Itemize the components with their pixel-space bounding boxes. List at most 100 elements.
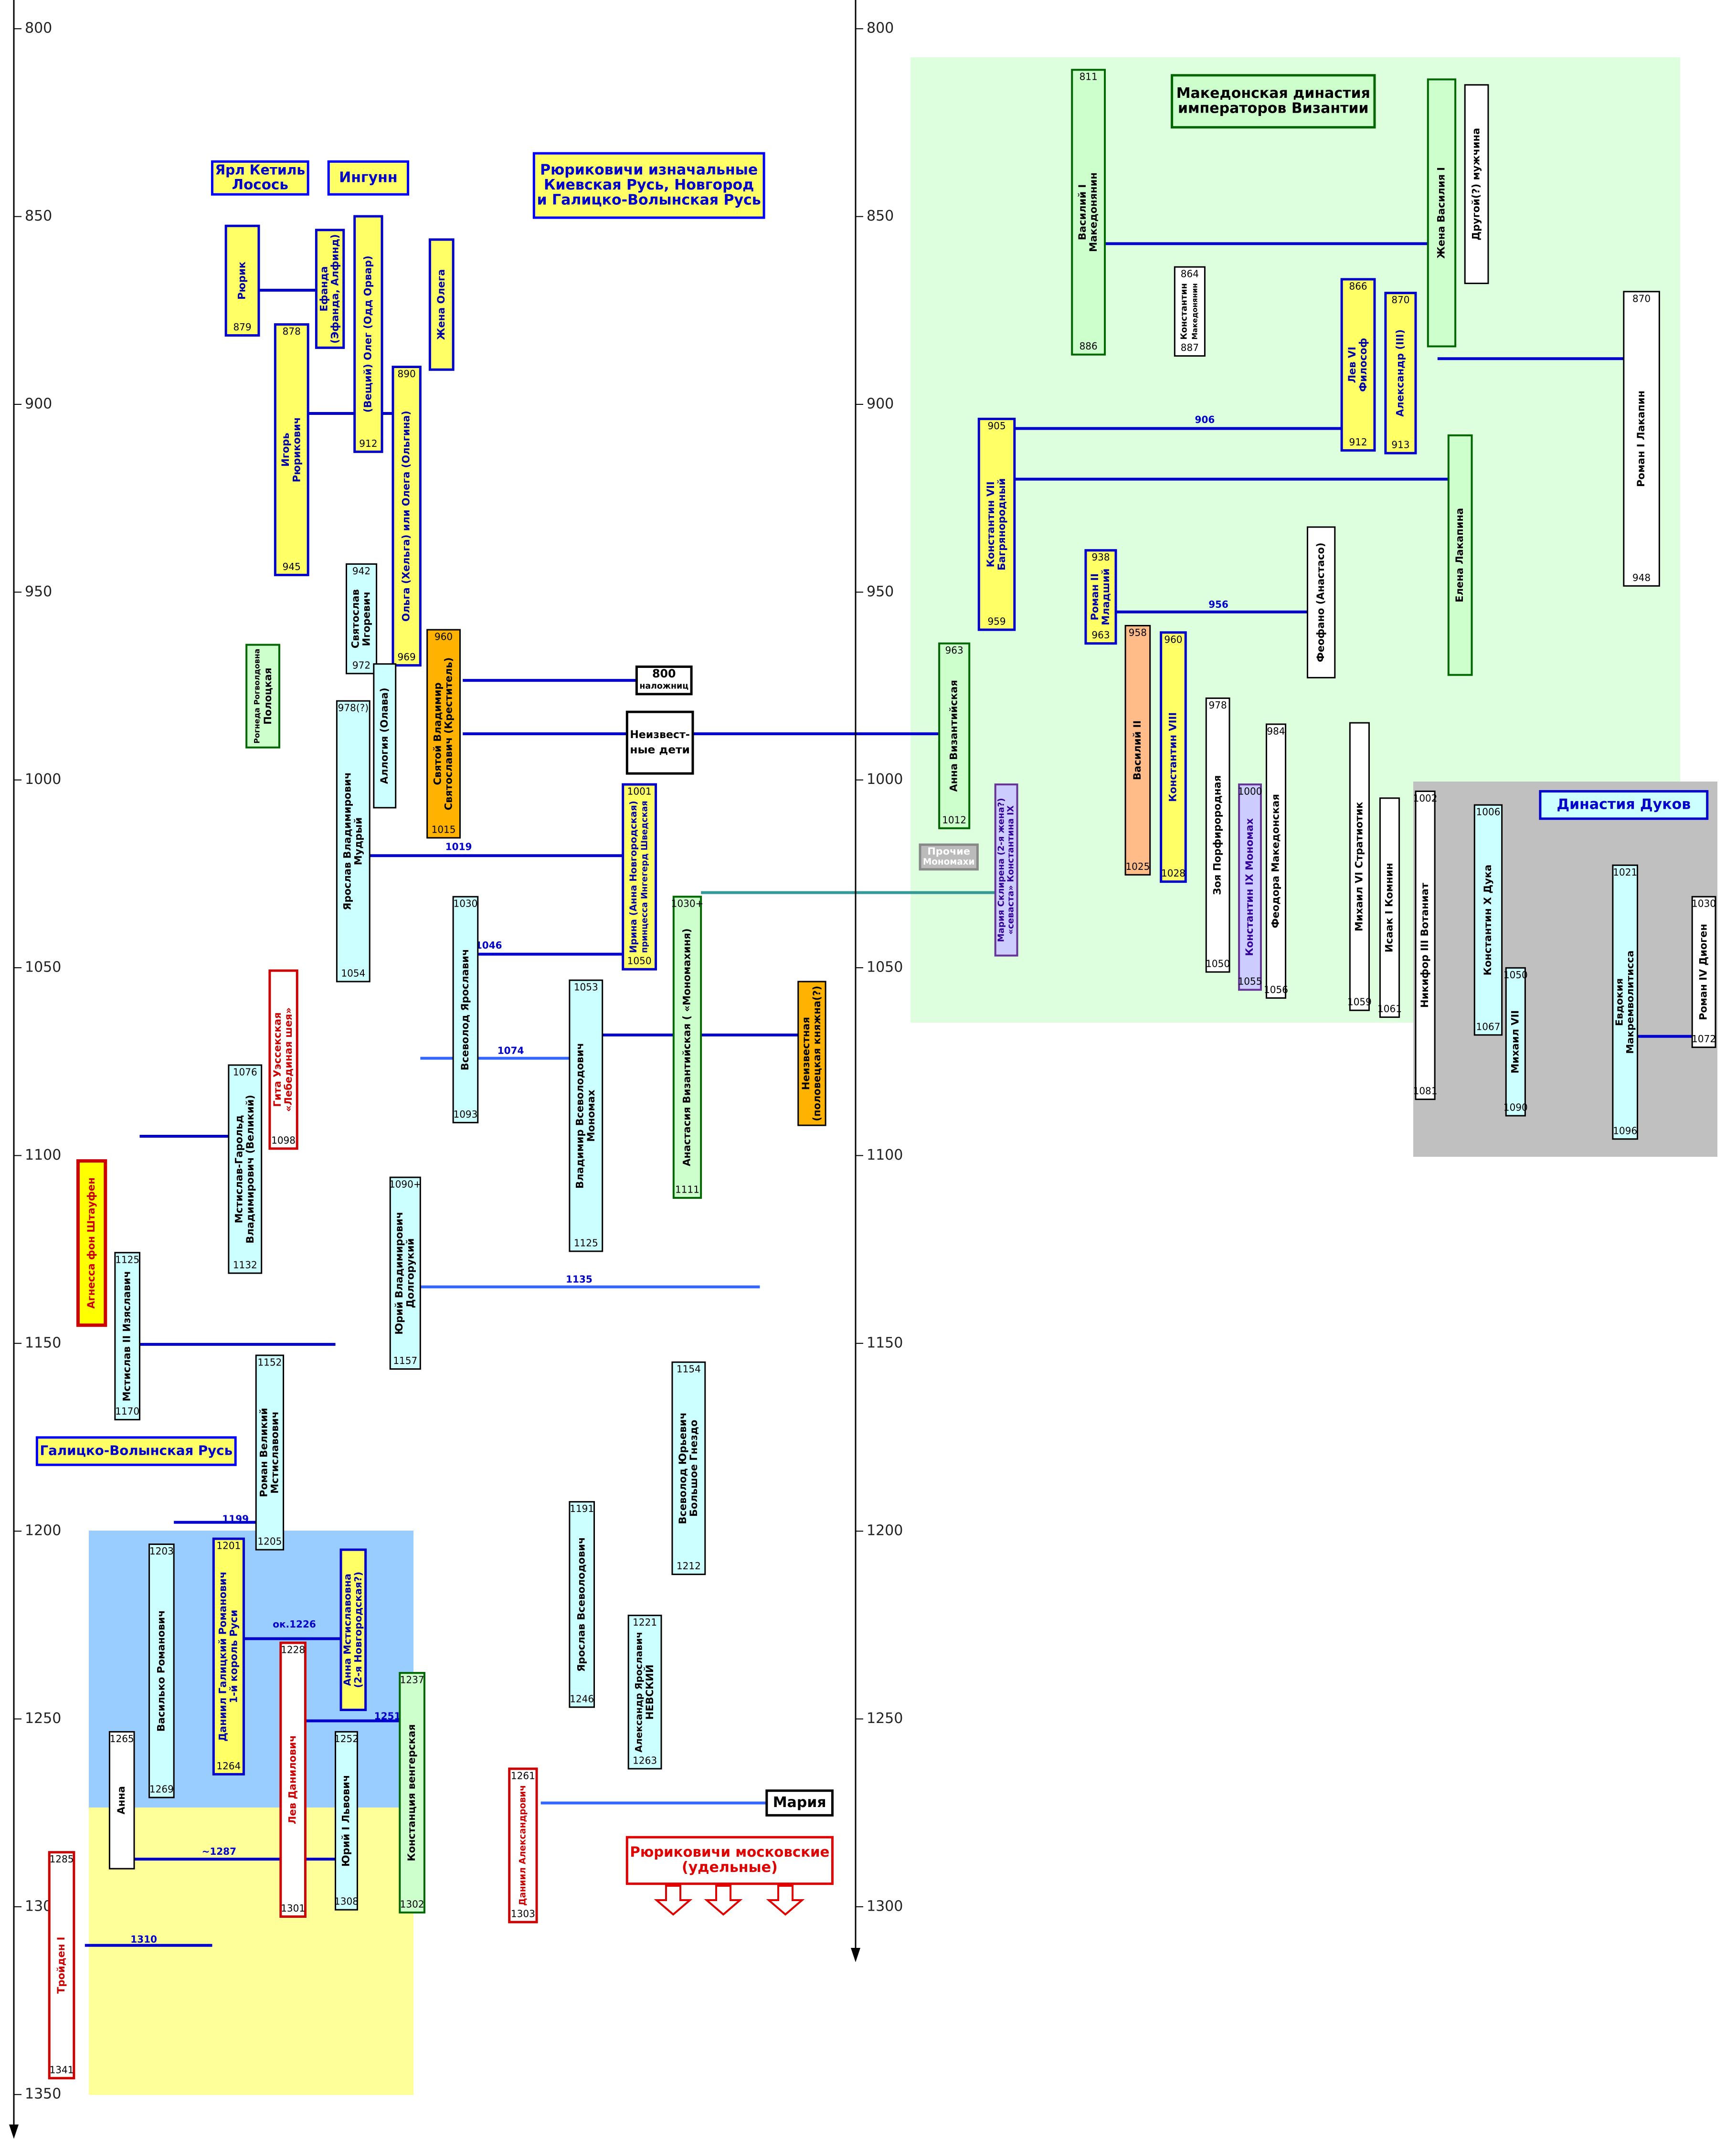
person-name: Василий I — [1077, 184, 1088, 240]
person-box — [994, 783, 1018, 957]
line-label: 1046 — [476, 940, 502, 951]
person-name: 1-й король Руси — [228, 1610, 239, 1703]
person-end: 1056 — [1264, 984, 1288, 995]
person-name: Зоя Порфирородная — [1212, 775, 1223, 895]
tick-label: 1250 — [867, 1710, 903, 1727]
person-name: Мономах — [585, 1089, 597, 1142]
person-box — [1084, 549, 1117, 645]
person-box — [339, 1548, 367, 1712]
label-text: императоров Византии — [1178, 100, 1369, 116]
person-name: Василько Романович — [155, 1610, 167, 1732]
person-box — [1447, 434, 1473, 676]
person-name: Даниил Александрович — [518, 1785, 528, 1906]
person-end: 887 — [1181, 342, 1199, 353]
person-box — [336, 700, 370, 983]
person-name: (Эфанда, Алфинд) — [329, 234, 341, 343]
label-text: (удельные) — [682, 1859, 778, 1876]
person-name: Владимирович (Великий) — [244, 1095, 256, 1244]
person-box — [1238, 783, 1262, 991]
person-start: 1285 — [50, 1853, 74, 1865]
person-end: 1054 — [341, 968, 365, 979]
person-name: Святослав — [349, 589, 361, 648]
person-name: Мудрый — [352, 817, 364, 865]
person-start: 960 — [1164, 634, 1182, 645]
person-box — [345, 563, 378, 675]
label-text: наложниц — [639, 682, 688, 691]
person-box — [428, 238, 455, 371]
person-name: Ирина (Анна Новгородская) — [628, 801, 639, 953]
label-text: Ярл Кетиль — [215, 162, 306, 178]
person-box — [797, 981, 826, 1126]
person-name: (половецкая княжна(?) — [811, 986, 823, 1121]
tick-label: 1100 — [867, 1147, 903, 1163]
person-end: 1050 — [627, 955, 652, 967]
person-box — [76, 1159, 107, 1327]
person-box — [108, 1731, 135, 1870]
person-start: 1001 — [627, 786, 652, 797]
person-name: Святой Владимир — [432, 683, 444, 785]
person-box — [1384, 292, 1417, 455]
label-text: Лосось — [232, 177, 288, 193]
person-end: 969 — [398, 651, 416, 663]
person-end: 1302 — [400, 1898, 424, 1910]
person-name: Константин — [1179, 283, 1189, 339]
label-box — [1539, 790, 1709, 820]
tick-label: 900 — [867, 395, 894, 412]
person-name: Роман Великий — [258, 1408, 269, 1497]
person-name: Роман II — [1089, 573, 1101, 621]
person-end: 1061 — [1377, 1003, 1402, 1015]
person-name: Младший — [1100, 569, 1111, 625]
person-box — [1349, 722, 1370, 1011]
label-text: Ингунн — [339, 169, 398, 186]
person-end: 1205 — [257, 1536, 282, 1547]
person-box — [1124, 624, 1151, 876]
tick-label: 1150 — [25, 1334, 61, 1351]
person-name: Рюрикович — [291, 417, 302, 483]
label-text: и Галицко-Волынская Русь — [537, 192, 761, 209]
person-box — [1505, 967, 1526, 1117]
timeline-axes: 800 850 900 950 1000 1050 1100 1150 1200 1250 1300… — [9, 0, 903, 2139]
late-region — [89, 1808, 413, 2095]
person-name: Мстиславович — [269, 1411, 280, 1493]
person-box — [48, 1851, 75, 2080]
label-text: 800 — [652, 667, 676, 680]
doukas-region — [1413, 782, 1717, 1157]
person-name: Роман IV Диоген — [1698, 924, 1709, 1020]
person-start: 811 — [1080, 71, 1098, 83]
person-name: Философ — [1357, 338, 1369, 392]
tick-label: 1100 — [25, 1147, 61, 1163]
person-box — [1464, 84, 1489, 285]
label-box — [35, 1436, 237, 1466]
person-name: (2-я Новгородская?) — [352, 1572, 364, 1688]
person-box — [672, 896, 702, 1199]
person-name: Константин X Дука — [1482, 865, 1493, 975]
person-start: 1000 — [1238, 786, 1262, 797]
label-box — [327, 160, 410, 196]
label-box — [532, 152, 765, 219]
person-name: Елена Лакапина — [1454, 508, 1465, 603]
person-box — [268, 969, 298, 1150]
person-name: Македонянин — [1088, 172, 1099, 252]
person-name: Тройден I — [55, 1937, 67, 1994]
line-label: 906 — [1195, 414, 1215, 425]
person-end: 1096 — [1613, 1125, 1637, 1136]
person-end: 1301 — [281, 1903, 305, 1914]
person-box — [1623, 291, 1660, 587]
persons: Рюрик 879 Игорь Рюрикович 878 945 Ефанда (Эфанд… — [48, 69, 1716, 2080]
label-box — [765, 1789, 834, 1817]
person-name: Феодора Македонская — [1270, 794, 1281, 928]
person-end: 963 — [1091, 629, 1110, 641]
person-box — [114, 1252, 140, 1421]
person-name: Михаил VI Стратиотик — [1353, 802, 1365, 931]
label-box — [919, 843, 979, 871]
person-start: 870 — [1632, 293, 1651, 304]
person-name: Святославич (Креститель) — [443, 657, 455, 811]
person-box — [335, 1731, 358, 1911]
person-end: 1093 — [453, 1109, 477, 1120]
person-name: Гита Уэссекская — [272, 1012, 283, 1107]
person-start: 878 — [283, 326, 301, 337]
person-start: 1030 — [1692, 898, 1716, 909]
person-start: 960 — [434, 631, 453, 643]
person-name: Жена Василия I — [1435, 167, 1447, 259]
